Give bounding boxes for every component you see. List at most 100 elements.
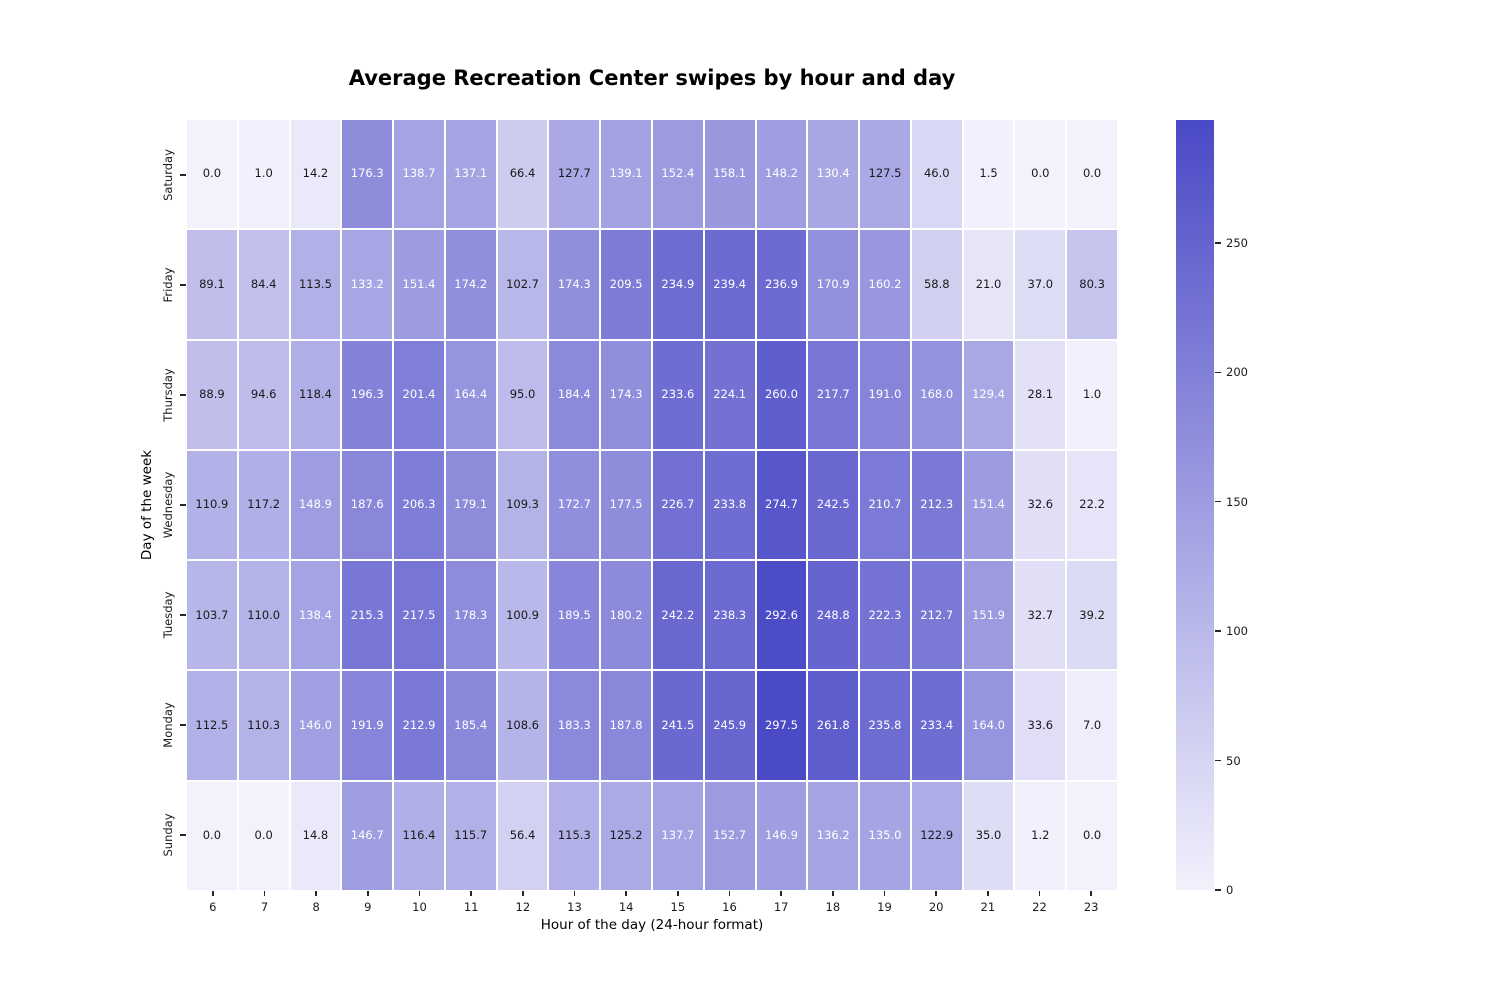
- x-tick-mark: [522, 891, 524, 896]
- heatmap-cell: 236.9: [756, 230, 807, 339]
- heatmap-cell: 133.2: [342, 230, 393, 339]
- x-tick-mark: [728, 891, 731, 896]
- day-label: Monday: [161, 702, 175, 748]
- x-tick-mark: [883, 891, 886, 896]
- heatmap-cell: 201.4: [394, 340, 444, 449]
- hour-label: 19: [877, 900, 892, 914]
- day-label: Wednesday: [161, 471, 175, 539]
- colorbar-tick-mark: [1215, 889, 1221, 891]
- y-tick-mark: [180, 614, 186, 616]
- x-tick-mark: [1090, 891, 1092, 896]
- heatmap-cell: 32.6: [1015, 450, 1066, 560]
- heatmap-cell: 191.0: [860, 340, 910, 449]
- heatmap-cell: 110.9: [187, 450, 237, 560]
- y-tick-mark: [180, 724, 186, 726]
- heatmap-cell: 209.5: [601, 230, 651, 339]
- heatmap-cell: 113.5: [290, 230, 341, 339]
- heatmap-cell: 176.3: [342, 120, 393, 229]
- heatmap-cell: 0.0: [187, 120, 237, 229]
- heatmap-cell: 28.1: [1015, 340, 1066, 449]
- hour-label: 16: [722, 900, 737, 914]
- hour-label: 22: [1032, 900, 1047, 914]
- heatmap-cell: 33.6: [1015, 671, 1066, 780]
- colorbar-tick-mark: [1215, 501, 1221, 503]
- hour-label: 21: [980, 900, 996, 914]
- heatmap-cell: 226.7: [653, 450, 703, 560]
- hour-label: 7: [260, 900, 269, 914]
- heatmap-cell: 110.0: [238, 561, 289, 670]
- heatmap-cell: 122.9: [911, 781, 962, 890]
- heatmap-cell: 139.1: [601, 120, 651, 229]
- heatmap-cell: 116.4: [394, 781, 444, 890]
- heatmap-cell: 136.2: [808, 781, 859, 890]
- heatmap-cell: 146.7: [342, 781, 393, 890]
- heatmap-cell: 146.0: [290, 671, 341, 780]
- heatmap-cell: 1.0: [1067, 340, 1117, 449]
- heatmap-cell: 217.7: [808, 340, 859, 449]
- hour-label: 13: [567, 900, 582, 914]
- heatmap-cell: 233.8: [704, 450, 755, 560]
- heatmap-cell: 22.2: [1067, 450, 1117, 560]
- heatmap-cell: 215.3: [342, 561, 393, 670]
- heatmap-cell: 235.8: [860, 671, 910, 780]
- heatmap-cell: 222.3: [860, 561, 910, 670]
- heatmap-cell: 152.4: [653, 120, 703, 229]
- x-tick-mark: [212, 891, 214, 896]
- colorbar-tick-mark: [1215, 242, 1221, 244]
- heatmap-cell: 56.4: [497, 781, 548, 890]
- heatmap-cell: 137.1: [445, 120, 496, 229]
- x-tick-mark: [367, 891, 369, 896]
- y-tick-mark: [180, 284, 186, 286]
- heatmap-cell: 148.2: [756, 120, 807, 229]
- heatmap-cell: 151.4: [394, 230, 444, 339]
- heatmap-cell: 95.0: [497, 340, 548, 449]
- heatmap-cell: 170.9: [808, 230, 859, 339]
- heatmap-cell: 160.2: [860, 230, 910, 339]
- heatmap-cell: 103.7: [187, 561, 237, 670]
- heatmap-cell: 233.4: [911, 671, 962, 780]
- heatmap-cell: 172.7: [549, 450, 600, 560]
- x-tick-mark: [470, 891, 472, 896]
- x-tick-mark: [987, 891, 989, 896]
- heatmap-cell: 212.3: [911, 450, 962, 560]
- day-label: Saturday: [161, 149, 175, 201]
- colorbar-tick-label: 100: [1226, 624, 1248, 639]
- y-tick-mark: [180, 834, 186, 836]
- heatmap-cell: 238.3: [704, 561, 755, 670]
- heatmap-cell: 292.6: [756, 561, 807, 670]
- x-tick-mark: [573, 891, 576, 896]
- heatmap-cell: 58.8: [911, 230, 962, 339]
- heatmap-cell: 35.0: [963, 781, 1014, 890]
- heatmap-cell: 21.0: [963, 230, 1014, 339]
- heatmap-cell: 189.5: [549, 561, 600, 670]
- heatmap-cell: 118.4: [290, 340, 341, 449]
- heatmap-cell: 233.6: [653, 340, 703, 449]
- heatmap-cell: 80.3: [1067, 230, 1117, 339]
- heatmap-cell: 242.2: [653, 561, 703, 670]
- heatmap-cell: 164.0: [963, 671, 1014, 780]
- chart-title: Average Recreation Center swipes by hour…: [348, 66, 956, 90]
- hour-label: 14: [618, 900, 634, 914]
- heatmap-cell: 187.8: [601, 671, 651, 780]
- heatmap-cell: 14.2: [290, 120, 341, 229]
- heatmap-cell: 127.7: [549, 120, 600, 229]
- heatmap-cell: 1.0: [238, 120, 289, 229]
- day-label: Tuesday: [161, 591, 175, 639]
- heatmap-cell: 185.4: [445, 671, 496, 780]
- heatmap-cell: 66.4: [497, 120, 548, 229]
- heatmap-cell: 108.6: [497, 671, 548, 780]
- heatmap-cell: 210.7: [860, 450, 910, 560]
- x-tick-mark: [315, 891, 317, 896]
- heatmap-cell: 0.0: [1067, 781, 1117, 890]
- heatmap-cell: 179.1: [445, 450, 496, 560]
- heatmap-cell: 234.9: [653, 230, 703, 339]
- heatmap-cell: 187.6: [342, 450, 393, 560]
- hour-label: 6: [209, 900, 217, 914]
- heatmap-cell: 152.7: [704, 781, 755, 890]
- heatmap-cell: 174.3: [549, 230, 600, 339]
- heatmap-cell: 137.7: [653, 781, 703, 890]
- heatmap-cell: 130.4: [808, 120, 859, 229]
- hour-label: 18: [825, 900, 841, 914]
- heatmap-cell: 151.4: [963, 450, 1014, 560]
- x-tick-mark: [780, 891, 782, 896]
